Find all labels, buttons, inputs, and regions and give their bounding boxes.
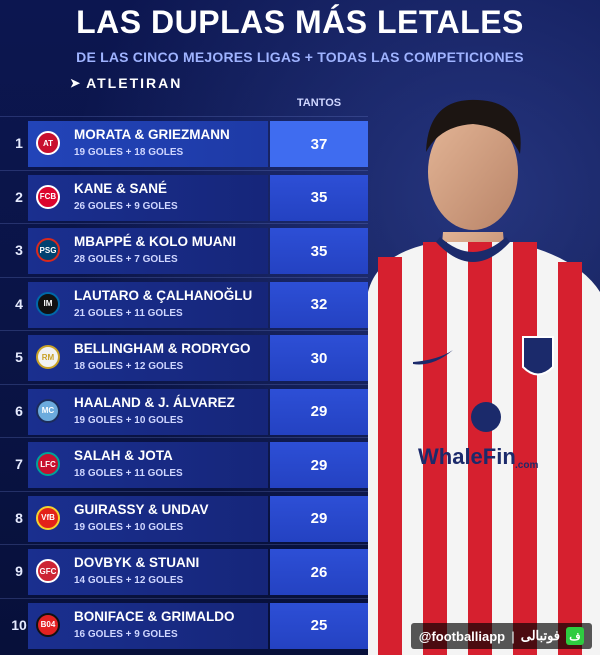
tantos-value: 29 [270, 442, 368, 488]
name-panel [28, 442, 268, 488]
bayern-munich-crest-icon: FCB [36, 184, 60, 209]
watermark-separator: | [511, 628, 515, 644]
page-title: LAS DUPLAS MÁS LETALES [76, 4, 524, 40]
goals-breakdown: 14 GOLES + 12 GOLES [74, 575, 184, 586]
svg-text:WhaleFin: WhaleFin [418, 444, 516, 469]
tantos-value: 29 [270, 495, 368, 542]
tantos-value: 35 [270, 228, 368, 274]
rank: 2 [15, 188, 23, 205]
footballi-logo-icon: ف [566, 627, 584, 645]
liverpool-crest-icon: LFC [36, 452, 60, 476]
watermark-handle: @footballiapp [418, 628, 506, 644]
table-row: 4 IM LAUTARO & ÇALHANOĞLU 21 GOLES + 11 … [0, 276, 368, 331]
goals-breakdown: 28 GOLES + 7 GOLES [74, 254, 178, 265]
name-panel [28, 174, 268, 221]
girona-crest-icon: GFC [36, 559, 60, 583]
table-row: 8 VfB GUIRASSY & UNDAV 19 GOLES + 10 GOL… [0, 490, 368, 545]
goals-breakdown: 18 GOLES + 12 GOLES [74, 361, 184, 372]
svg-text:.com: .com [515, 460, 538, 471]
goals-breakdown: 16 GOLES + 9 GOLES [74, 628, 178, 640]
table-row: 5 RM BELLINGHAM & RODRYGO 18 GOLES + 12 … [0, 330, 368, 384]
rank: 3 [15, 242, 23, 259]
atletico-madrid-crest-icon: AT [36, 131, 60, 155]
paper-plane-icon: ➤ [70, 76, 83, 90]
name-panel [28, 388, 268, 435]
page-subtitle: DE LAS CINCO MEJORES LIGAS + TODAS LAS C… [76, 49, 524, 65]
psg-crest-icon: PSG [36, 238, 60, 262]
name-panel [28, 549, 268, 595]
table-row: 7 LFC SALAH & JOTA 18 GOLES + 11 GOLES 2… [0, 437, 368, 491]
real-madrid-crest-icon: RM [36, 345, 60, 369]
leverkusen-crest-icon: B04 [36, 612, 60, 637]
tantos-value: 30 [270, 335, 368, 381]
tantos-value: 37 [270, 121, 368, 167]
brand: ➤ ATLETIRAN [70, 75, 182, 91]
name-panel [28, 495, 268, 542]
goals-breakdown: 19 GOLES + 18 GOLES [74, 147, 184, 158]
pair-name: DOVBYK & STUANI [74, 555, 200, 570]
rank: 6 [15, 402, 23, 419]
goals-breakdown: 21 GOLES + 11 GOLES [74, 307, 183, 319]
manchester-city-crest-icon: MC [36, 398, 60, 423]
pair-name: BONIFACE & GRIMALDO [74, 608, 235, 624]
tantos-value: 29 [270, 388, 368, 435]
table-row: 10 B04 BONIFACE & GRIMALDO 16 GOLES + 9 … [0, 597, 368, 652]
brand-label: ATLETIRAN [86, 75, 183, 91]
goals-breakdown: 19 GOLES + 10 GOLES [74, 521, 184, 533]
rank: 4 [15, 295, 23, 312]
name-panel [28, 228, 268, 274]
tantos-value: 35 [270, 174, 368, 221]
tantos-value: 26 [270, 549, 368, 595]
tantos-value: 25 [270, 602, 368, 649]
footballi-watermark: @footballiapp | فوتبالی ف [410, 623, 592, 649]
inter-milan-crest-icon: IM [36, 291, 60, 316]
shirt-stripes [378, 242, 582, 655]
goals-breakdown: 19 GOLES + 10 GOLES [74, 414, 184, 426]
watermark-persian: فوتبالی [520, 628, 560, 643]
rank: 1 [15, 135, 23, 152]
rank: 9 [15, 563, 23, 580]
player-image: WhaleFin .com [368, 99, 600, 655]
name-panel [28, 281, 268, 328]
name-panel [28, 602, 268, 649]
table-row: 3 PSG MBAPPÉ & KOLO MUANI 28 GOLES + 7 G… [0, 223, 368, 277]
pair-name: BELLINGHAM & RODRYGO [74, 341, 251, 356]
stuttgart-crest-icon: VfB [36, 505, 60, 530]
pair-name: GUIRASSY & UNDAV [74, 501, 209, 517]
pair-name: HAALAND & J. ÁLVAREZ [74, 394, 235, 410]
name-panel [28, 121, 268, 167]
rank: 10 [11, 616, 27, 633]
pair-name: KANE & SANÉ [74, 180, 168, 196]
pair-name: MORATA & GRIEZMANN [74, 127, 230, 142]
table-row: 6 MC HAALAND & J. ÁLVAREZ 19 GOLES + 10 … [0, 383, 368, 438]
table-row: 9 GFC DOVBYK & STUANI 14 GOLES + 12 GOLE… [0, 544, 368, 598]
table-row: 1 AT MORATA & GRIEZMANN 19 GOLES + 18 GO… [0, 116, 368, 170]
name-panel [28, 335, 268, 381]
column-header-tantos: TANTOS [296, 97, 342, 109]
rank: 7 [15, 456, 23, 473]
goals-breakdown: 26 GOLES + 9 GOLES [74, 200, 178, 212]
pair-name: SALAH & JOTA [74, 448, 173, 463]
pair-name: LAUTARO & ÇALHANOĞLU [74, 287, 253, 303]
rank: 8 [15, 509, 23, 526]
goals-breakdown: 18 GOLES + 11 GOLES [74, 468, 183, 479]
rank: 5 [15, 349, 23, 366]
ranking-table: 1 AT MORATA & GRIEZMANN 19 GOLES + 18 GO… [0, 116, 368, 651]
table-row: 2 FCB KANE & SANÉ 26 GOLES + 9 GOLES 35 [0, 169, 368, 224]
tantos-value: 32 [270, 281, 368, 328]
pair-name: MBAPPÉ & KOLO MUANI [74, 234, 236, 249]
